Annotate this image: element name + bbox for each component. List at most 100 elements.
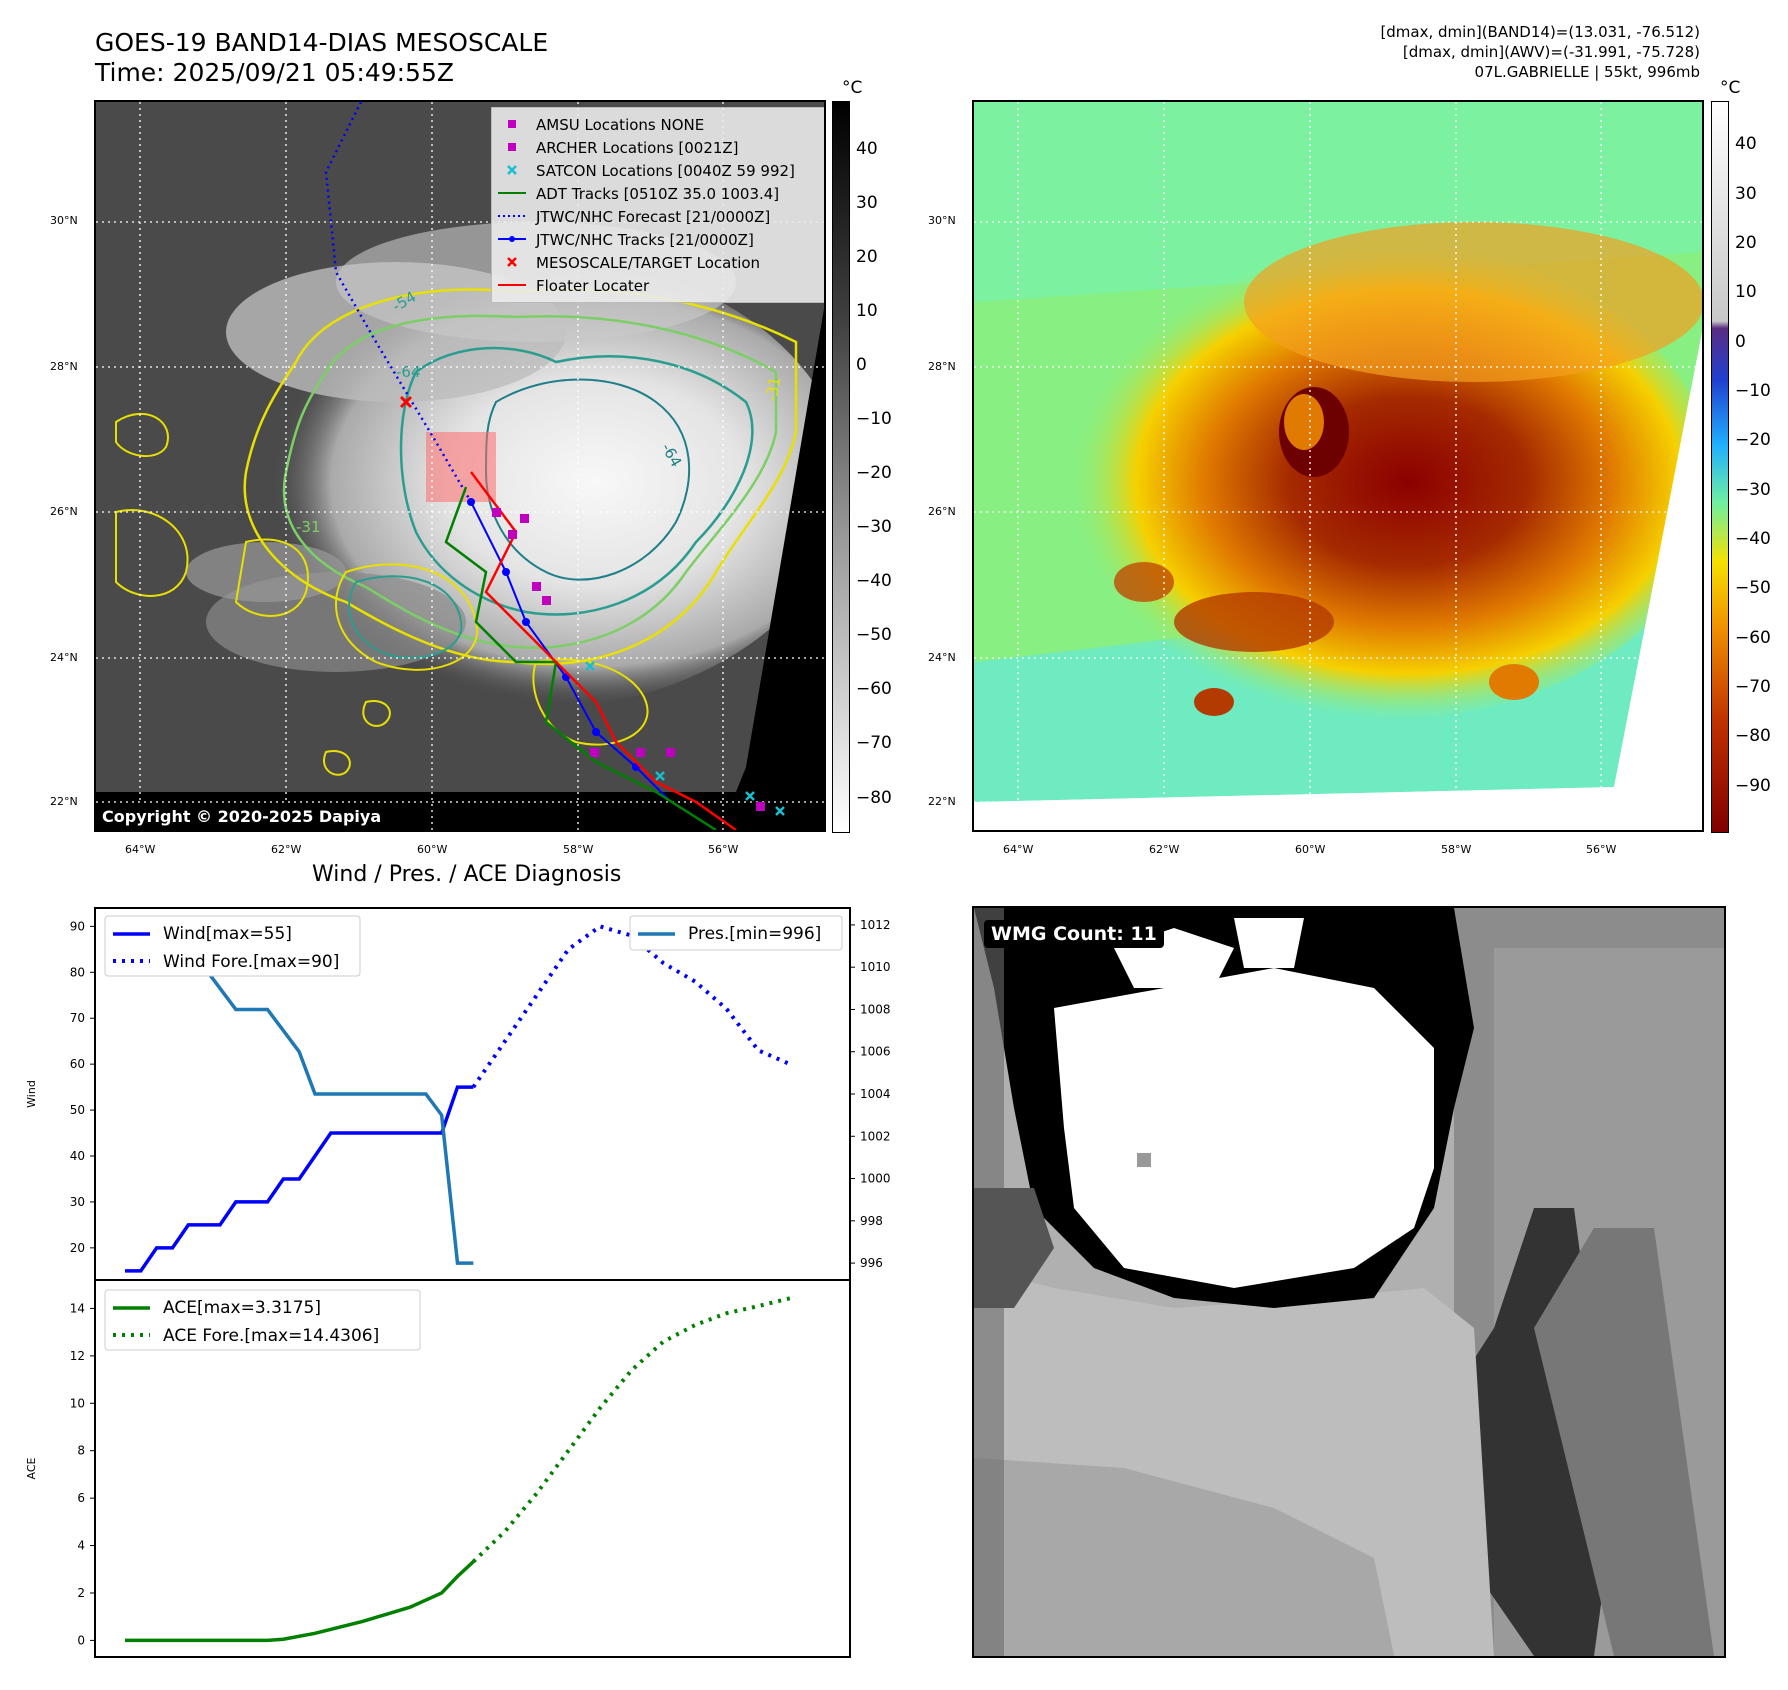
legend-swatch: [498, 183, 526, 206]
ace-line: [125, 1560, 475, 1643]
legend-swatch: [498, 160, 526, 183]
figure-title: GOES-19 BAND14-DIAS MESOSCALE: [95, 28, 549, 57]
pressure-tick-label: 1006: [860, 1045, 891, 1059]
legend-swatch: [498, 206, 526, 229]
awv-map-image: [974, 102, 1702, 830]
wind-forecast-line: [471, 924, 791, 1089]
wmg-image: [974, 908, 1724, 1656]
colorbar-tick: −50: [856, 625, 892, 646]
legend-label: JTWC/NHC Tracks [21/0000Z]: [536, 231, 754, 249]
pressure-tick-label: 1012: [860, 918, 891, 932]
figure-time: Time: 2025/09/21 05:49:55Z: [95, 58, 454, 87]
lat-label-28n: 28°N: [50, 360, 78, 373]
ace-tick-label: 14: [70, 1301, 85, 1315]
wind-tick-label: 40: [70, 1149, 85, 1163]
wind-pressure-panel: 90 80 70 60 50 40 30 20 1012 1010 1008 1006 1004 1002…: [25, 907, 891, 1281]
chart-title: Wind / Pres. / ACE Diagnosis: [312, 862, 622, 887]
colorbar-tick: −20: [856, 463, 892, 484]
colorbar-right: [1711, 101, 1729, 833]
colorbar-left: [832, 101, 850, 833]
colorbar-tick: −90: [1735, 775, 1771, 796]
ir-map-panel: -54 -64 -64 -31 -31: [94, 100, 826, 832]
lon-label-64w-right: 64°W: [1003, 843, 1034, 856]
ace-tick-label: 12: [70, 1349, 85, 1363]
ace-legend-label: ACE[max=3.3175]: [163, 1298, 321, 1318]
info-band14-range: [dmax, dmin](BAND14)=(13.031, -76.512): [1380, 23, 1700, 41]
legend-label: Floater Locater: [536, 277, 650, 295]
lon-label-60w-right: 60°W: [1295, 843, 1326, 856]
ace-panel-frame: [94, 1279, 851, 1658]
colorbar-tick: 40: [856, 138, 878, 159]
legend-label: ADT Tracks [0510Z 35.0 1003.4]: [536, 185, 780, 203]
legend-swatch: [498, 229, 526, 252]
svg-text:-64: -64: [396, 363, 421, 381]
wind-tick-label: 60: [70, 1057, 85, 1071]
colorbar-tick: −80: [856, 787, 892, 808]
ace-tick-label: 4: [77, 1539, 85, 1553]
wind-legend: Wind[max=55] Wind Fore.[max=90]: [104, 915, 361, 977]
legend-swatch: [498, 275, 526, 298]
wind-line: [125, 1085, 474, 1273]
lat-label-24n-right: 24°N: [928, 651, 956, 664]
legend-swatch: [498, 252, 526, 275]
ace-tick-label: 10: [70, 1396, 85, 1410]
colorbar-tick: −60: [856, 679, 892, 700]
wmg-count-label: WMG Count: 11: [984, 920, 1164, 948]
info-awv-range: [dmax, dmin](AWV)=(-31.991, -75.728): [1402, 43, 1700, 61]
colorbar-tick: −30: [1735, 479, 1771, 500]
legend-label: SATCON Locations [0040Z 59 992]: [536, 162, 795, 180]
colorbar-tick: −50: [1735, 578, 1771, 599]
legend-label: ARCHER Locations [0021Z]: [536, 139, 739, 157]
wind-tick-label: 90: [70, 919, 85, 933]
ace-tick-label: 2: [77, 1586, 85, 1600]
legend-entry: ARCHER Locations [0021Z]: [498, 137, 824, 160]
map-legend: AMSU Locations NONE ARCHER Locations [002…: [491, 107, 824, 303]
colorbar-tick: −70: [1735, 676, 1771, 697]
ace-forecast-legend-label: ACE Fore.[max=14.4306]: [163, 1326, 379, 1346]
legend-entry: Floater Locater: [498, 275, 824, 298]
legend-label: MESOSCALE/TARGET Location: [536, 254, 761, 272]
lon-label-62w: 62°W: [271, 843, 302, 856]
colorbar-tick: 30: [1735, 183, 1757, 204]
ace-tick-label: 8: [77, 1444, 85, 1458]
lat-label-22n: 22°N: [50, 795, 78, 808]
colorbar-tick: 10: [856, 300, 878, 321]
colorbar-tick: −20: [1735, 430, 1771, 451]
pressure-tick-label: 1000: [860, 1172, 891, 1186]
colorbar-tick: −60: [1735, 627, 1771, 648]
lon-label-56w-right: 56°W: [1586, 843, 1617, 856]
wind-legend-box: [104, 915, 361, 977]
wind-tick-label: 30: [70, 1195, 85, 1209]
legend-entry: SATCON Locations [0040Z 59 992]: [498, 160, 824, 183]
ace-tick-label: 6: [77, 1491, 85, 1505]
colorbar-tick: −80: [1735, 726, 1771, 747]
lon-label-58w: 58°W: [563, 843, 594, 856]
diagnosis-chart: 9080706050403020101210101008100610041002…: [25, 907, 891, 1658]
colorbar-tick: −10: [856, 409, 892, 430]
pressure-legend-box: [629, 915, 843, 951]
lat-label-26n: 26°N: [50, 505, 78, 518]
wind-forecast-legend-label: Wind Fore.[max=90]: [163, 952, 339, 972]
ace-panel: 14 12 10 8 6 4 2 0 ACE ACE[max=3.3175] ACE Fore.[m…: [25, 1279, 851, 1658]
colorbar-tick: 40: [1735, 134, 1757, 155]
lon-label-64w: 64°W: [125, 843, 156, 856]
lat-label-26n-right: 26°N: [928, 505, 956, 518]
lat-label-24n: 24°N: [50, 651, 78, 664]
legend-entry: AMSU Locations NONE: [498, 114, 824, 137]
colorbar-left-unit: °C: [842, 78, 863, 98]
lat-label-22n-right: 22°N: [928, 795, 956, 808]
colorbar-tick: 10: [1735, 282, 1757, 303]
pressure-legend-label: Pres.[min=996]: [688, 924, 821, 944]
colorbar-tick: 30: [856, 192, 878, 213]
colorbar-tick: 0: [856, 354, 867, 375]
colorbar-right-unit: °C: [1720, 78, 1741, 98]
svg-text:-31: -31: [762, 375, 784, 402]
copyright-label: Copyright © 2020-2025 Dapiya: [96, 803, 388, 830]
lon-label-62w-right: 62°W: [1149, 843, 1180, 856]
awv-map-panel: [972, 100, 1704, 832]
colorbar-tick: 0: [1735, 331, 1746, 352]
ace-axis-label: ACE: [25, 1457, 38, 1479]
colorbar-tick: 20: [856, 246, 878, 267]
colorbar-tick: −30: [856, 517, 892, 538]
pressure-tick-label: 996: [860, 1256, 883, 1270]
